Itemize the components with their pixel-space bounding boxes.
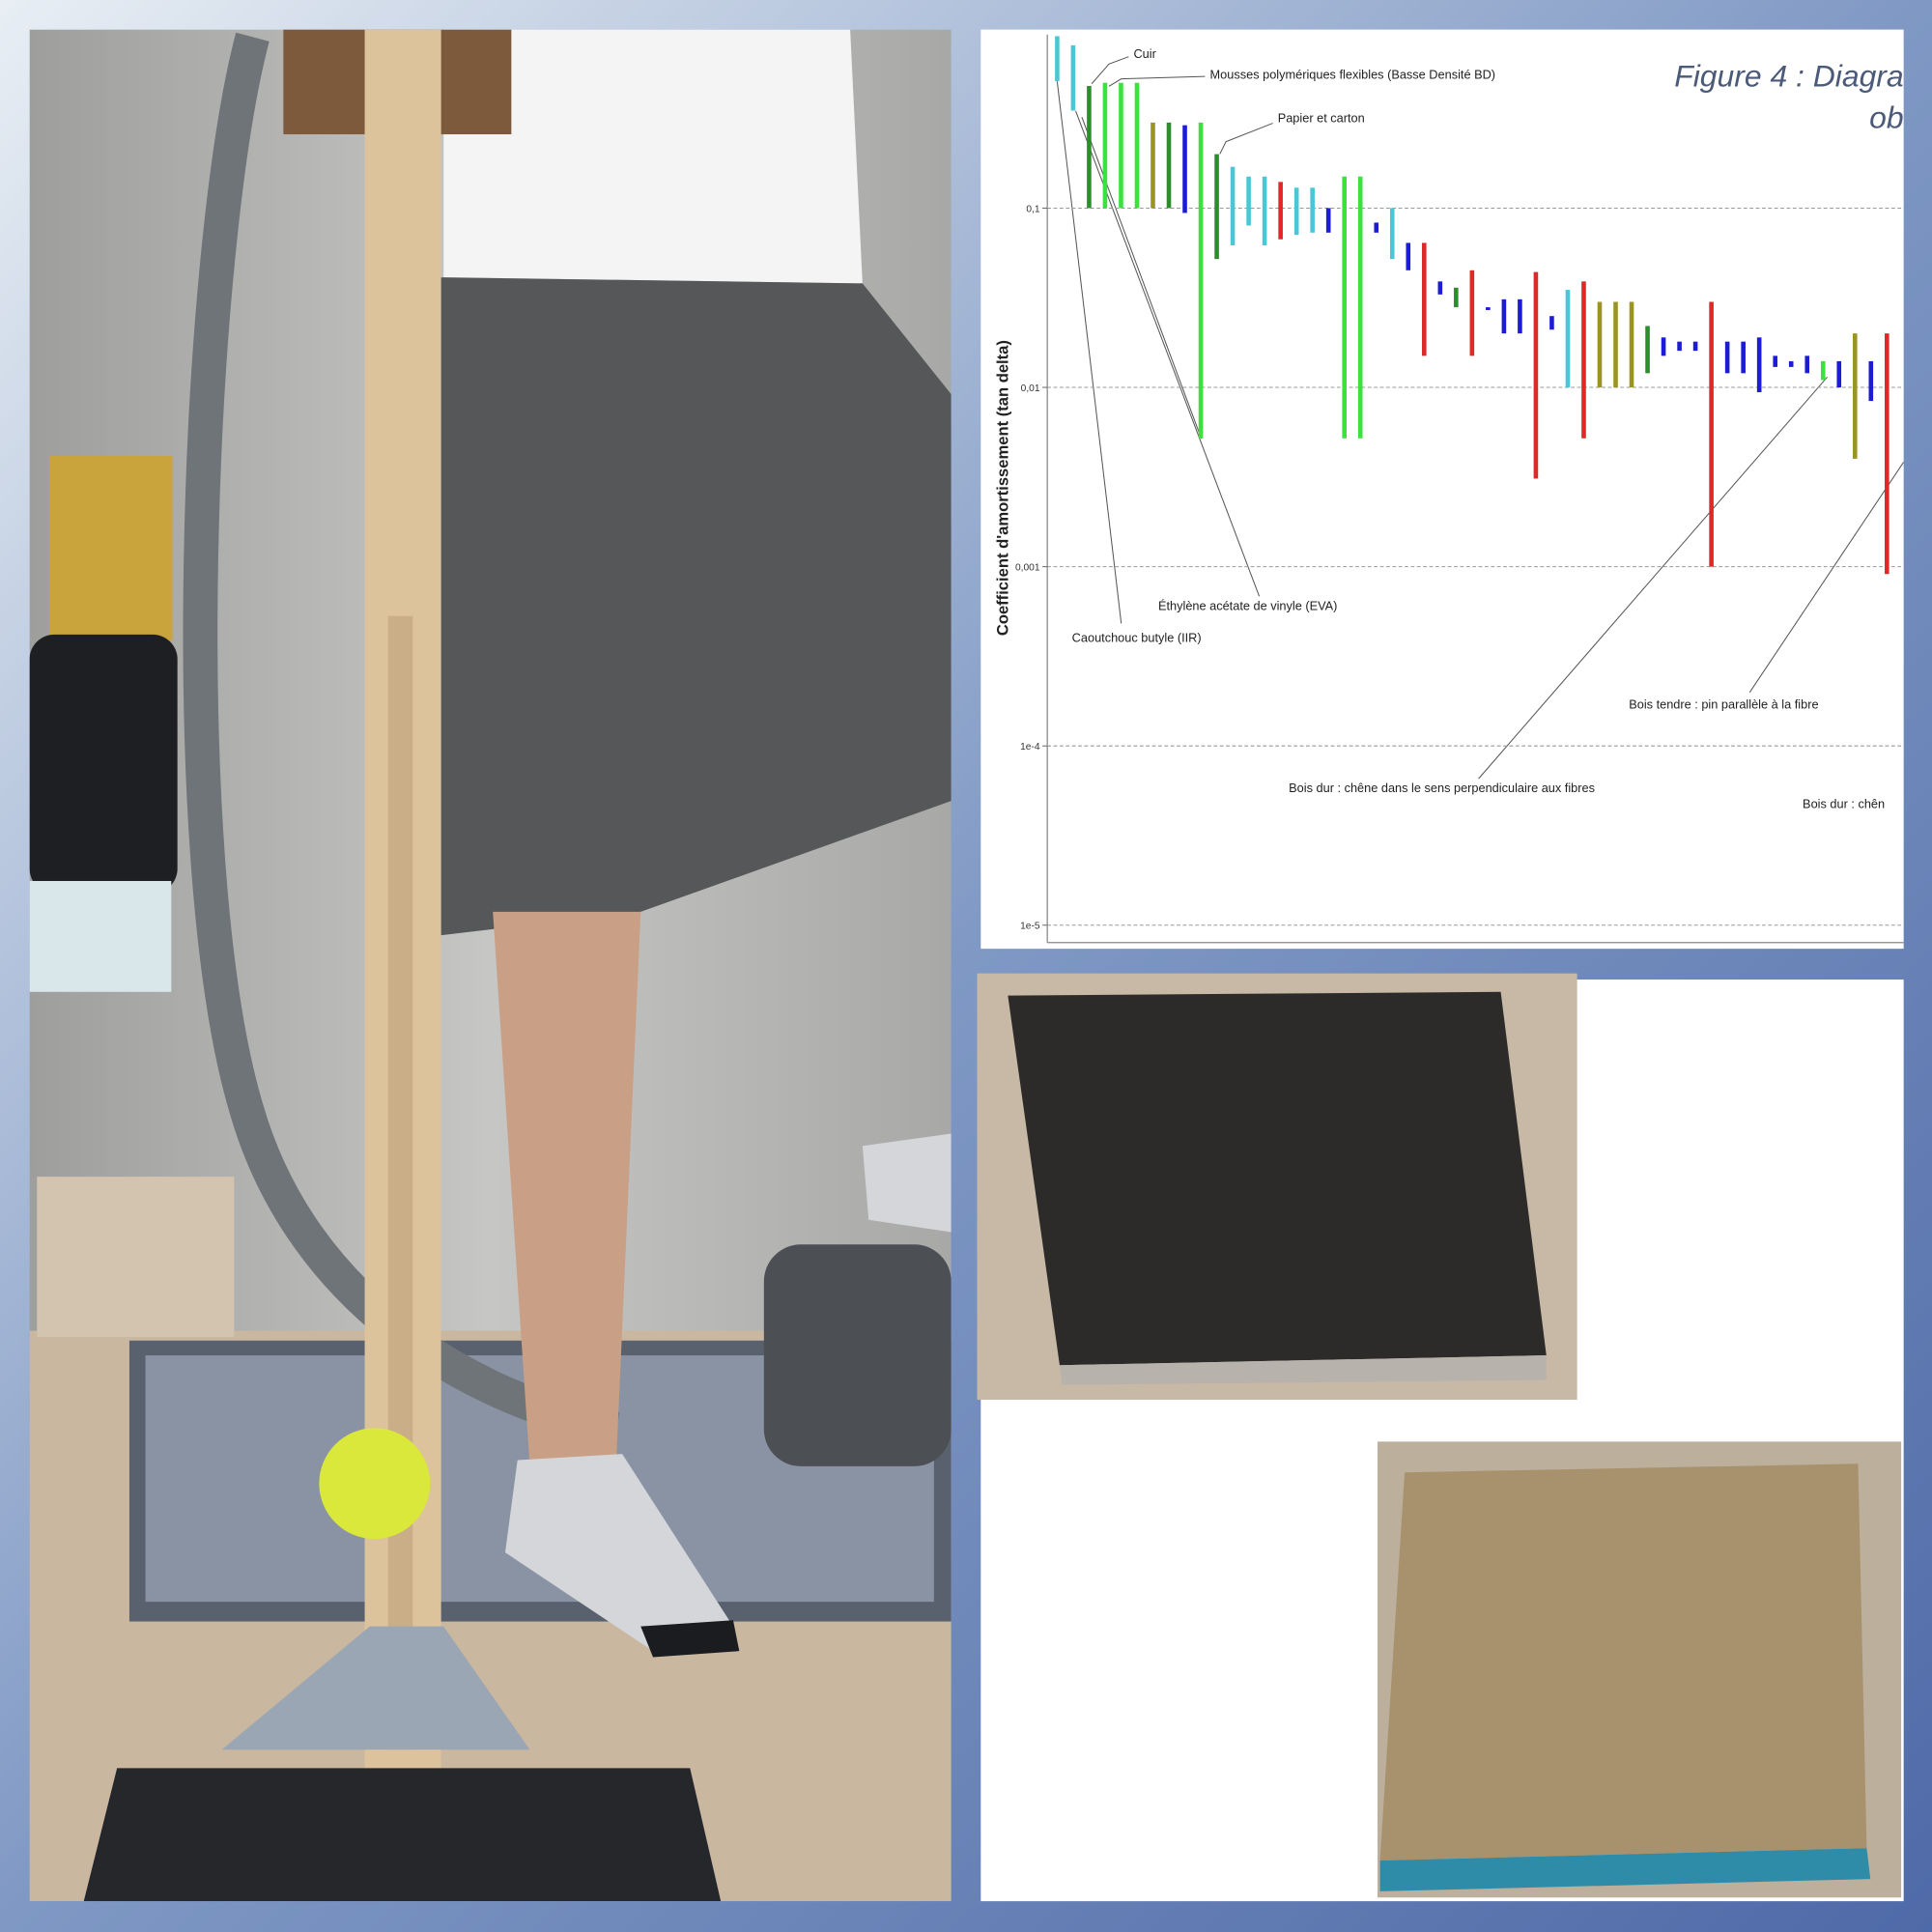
y-tick-label: 1e-5 [1020, 922, 1040, 932]
range-bar [1102, 82, 1108, 209]
range-bar [1406, 242, 1411, 270]
range-bar [1836, 360, 1842, 388]
chart-title: ob [1869, 100, 1903, 135]
range-bar [1055, 36, 1060, 82]
annotation: Mousses polymériques flexibles (Basse De… [1210, 68, 1496, 82]
range-bar [1357, 176, 1363, 439]
range-bar [1262, 176, 1267, 245]
range-bar [1070, 44, 1076, 111]
range-bar [1692, 341, 1698, 352]
annotation: Bois dur : chêne dans le sens perpendicu… [1289, 781, 1595, 795]
range-bar [1501, 298, 1507, 334]
range-bar [1645, 326, 1650, 374]
range-bar [1820, 360, 1826, 381]
range-bar [1134, 82, 1140, 209]
y-tick-label: 1e-4 [1020, 742, 1040, 753]
range-bar [1325, 208, 1331, 233]
range-bar [1741, 341, 1746, 374]
range-bar [1214, 154, 1219, 260]
chart: Figure 4 : Diagra ob Coefficient d'amort… [993, 34, 1904, 944]
range-bar [1613, 301, 1618, 388]
range-bar [1597, 301, 1603, 388]
range-bar [1437, 281, 1443, 295]
y-tick-label: 0,01 [1021, 384, 1040, 394]
annotation: Bois tendre : pin parallèle à la fibre [1629, 696, 1818, 711]
chart-title: Figure 4 : Diagra [1674, 58, 1903, 93]
range-bar [1342, 176, 1348, 439]
photo-cardboard [1378, 1441, 1902, 1898]
range-bar [1389, 208, 1395, 260]
range-bar [1293, 187, 1299, 236]
range-bar [1518, 298, 1522, 334]
range-bar [1677, 341, 1682, 352]
range-bar [1278, 182, 1283, 240]
range-bar [1852, 333, 1858, 459]
y-axis-label: Coefficient d'amortissement (tan delta) [993, 340, 1011, 636]
range-bar [1198, 122, 1204, 439]
range-bar [1709, 301, 1714, 567]
photo-drop-test [29, 29, 952, 1902]
range-bar [1087, 86, 1092, 209]
annotation: Bois dur : chên [1803, 797, 1885, 811]
range-bar [1788, 360, 1794, 367]
range-bar [1422, 242, 1427, 356]
range-bar [1804, 355, 1810, 374]
range-bar [1629, 301, 1634, 388]
range-bar [1773, 355, 1777, 367]
range-bar [1469, 270, 1475, 356]
photo-plate [977, 973, 1577, 1400]
range-bar [1454, 287, 1459, 308]
annotation: Papier et carton [1278, 110, 1365, 125]
annotation: Cuir [1133, 46, 1156, 61]
range-bar [1581, 281, 1586, 439]
range-bar [1868, 360, 1874, 402]
range-bar [1486, 307, 1491, 310]
range-bar [1724, 341, 1730, 374]
y-tick-label: 0,1 [1026, 204, 1039, 214]
range-bar [1230, 166, 1236, 245]
range-bar [1182, 125, 1187, 213]
range-bar [1565, 290, 1571, 388]
y-tick-label: 0,001 [1015, 562, 1040, 573]
range-bar [1246, 176, 1251, 226]
range-bar [1119, 82, 1123, 209]
chart-panel [980, 29, 1904, 950]
range-bar [1310, 187, 1315, 233]
range-bar [1661, 337, 1666, 356]
annotation: Éthylène acétate de vinyle (EVA) [1158, 598, 1337, 612]
range-bar [1756, 337, 1762, 393]
range-bar [1549, 316, 1554, 330]
range-bar [1885, 333, 1889, 575]
range-bar [1151, 122, 1155, 209]
annotation: Caoutchouc butyle (IIR) [1072, 631, 1202, 645]
range-bar [1166, 122, 1172, 209]
range-bar [1374, 222, 1379, 233]
range-bar [1533, 271, 1539, 479]
